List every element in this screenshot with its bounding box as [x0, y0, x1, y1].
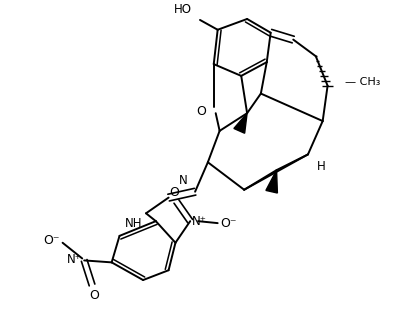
Text: O: O: [89, 289, 99, 302]
Text: NH: NH: [124, 217, 142, 230]
Text: HO: HO: [174, 3, 192, 16]
Text: O⁻: O⁻: [43, 234, 60, 247]
Text: N⁺: N⁺: [192, 215, 207, 228]
Polygon shape: [266, 170, 277, 193]
Polygon shape: [234, 113, 247, 133]
Text: N: N: [179, 174, 188, 187]
Text: — CH₃: — CH₃: [345, 77, 381, 87]
Text: O: O: [170, 186, 180, 199]
Text: H: H: [317, 160, 326, 173]
Text: O⁻: O⁻: [221, 217, 237, 230]
Text: O: O: [196, 105, 206, 118]
Text: N⁺: N⁺: [67, 253, 82, 266]
